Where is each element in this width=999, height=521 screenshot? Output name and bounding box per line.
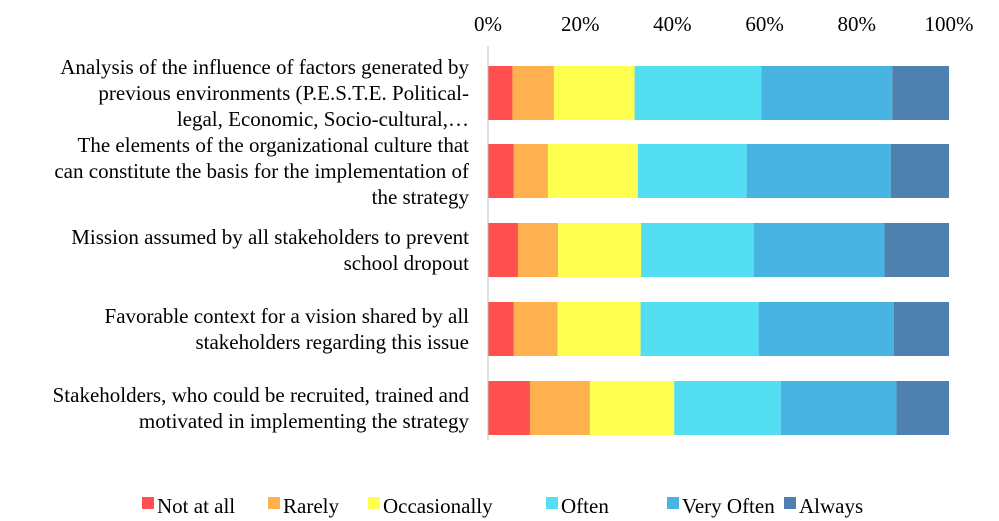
legend-swatch <box>546 497 558 509</box>
category-label: Mission assumed by all stakeholders to p… <box>71 225 469 249</box>
category-label: Favorable context for a vision shared by… <box>105 304 470 328</box>
bar-segment-very-often <box>780 381 897 435</box>
bar-segment-very-often <box>753 223 885 277</box>
category-label: can constitute the basis for the impleme… <box>54 159 469 183</box>
x-tick-label: 100% <box>925 12 974 36</box>
bar-segment-always <box>893 302 949 356</box>
category-label: legal, Economic, Socio-cultural,… <box>177 107 469 131</box>
category-label: previous environments (P.E.S.T.E. Politi… <box>98 81 469 105</box>
x-tick-label: 0% <box>474 12 502 36</box>
bar-segment-very-often <box>746 144 891 198</box>
bar-segment-often <box>641 223 754 277</box>
legend-label: Occasionally <box>383 494 493 518</box>
x-tick-label: 80% <box>838 12 877 36</box>
bar-segment-very-often <box>758 302 894 356</box>
x-tick-label: 20% <box>561 12 600 36</box>
bar-segment-rarely <box>512 66 554 120</box>
legend-swatch <box>784 497 796 509</box>
bar-segment-not-at-all <box>488 144 514 198</box>
legend-swatch <box>368 497 380 509</box>
legend-label: Rarely <box>283 494 339 518</box>
bar-segment-always <box>892 66 949 120</box>
bar-segment-occasionally <box>547 144 638 198</box>
legend-swatch <box>667 497 679 509</box>
bar-segment-occasionally <box>553 66 635 120</box>
category-label: Stakeholders, who could be recruited, tr… <box>53 383 470 407</box>
legend-label: Not at all <box>157 494 235 518</box>
category-label: school dropout <box>344 251 470 275</box>
legend-label: Always <box>799 494 863 518</box>
bar-segment-very-often <box>761 66 893 120</box>
legend-label: Very Often <box>682 494 775 518</box>
bar-segment-not-at-all <box>488 66 513 120</box>
bar-segment-occasionally <box>558 223 642 277</box>
category-label: Analysis of the influence of factors gen… <box>60 55 469 79</box>
bar-segment-occasionally <box>557 302 641 356</box>
bar-segment-always <box>884 223 949 277</box>
bar-segment-not-at-all <box>488 223 518 277</box>
bar-segment-always <box>890 144 949 198</box>
category-label: stakeholders regarding this issue <box>195 330 469 354</box>
category-label: the strategy <box>372 185 470 209</box>
category-label: The elements of the organizational cultu… <box>78 133 470 157</box>
bar-segment-not-at-all <box>488 381 530 435</box>
x-tick-label: 40% <box>653 12 692 36</box>
bar-segment-rarely <box>513 144 548 198</box>
bar-segment-often <box>634 66 762 120</box>
bar-segment-rarely <box>529 381 590 435</box>
bar-segment-often <box>637 144 747 198</box>
legend-swatch <box>268 497 280 509</box>
category-label: motivated in implementing the strategy <box>139 409 470 433</box>
bar-segment-occasionally <box>589 381 675 435</box>
legend-label: Often <box>561 494 609 518</box>
legend-swatch <box>142 497 154 509</box>
bar-segment-often <box>674 381 781 435</box>
bar-segment-rarely <box>513 302 558 356</box>
x-tick-label: 60% <box>745 12 784 36</box>
bar-segment-not-at-all <box>488 302 514 356</box>
bar-segment-always <box>896 381 949 435</box>
bar-segment-often <box>640 302 759 356</box>
bar-segment-rarely <box>517 223 559 277</box>
